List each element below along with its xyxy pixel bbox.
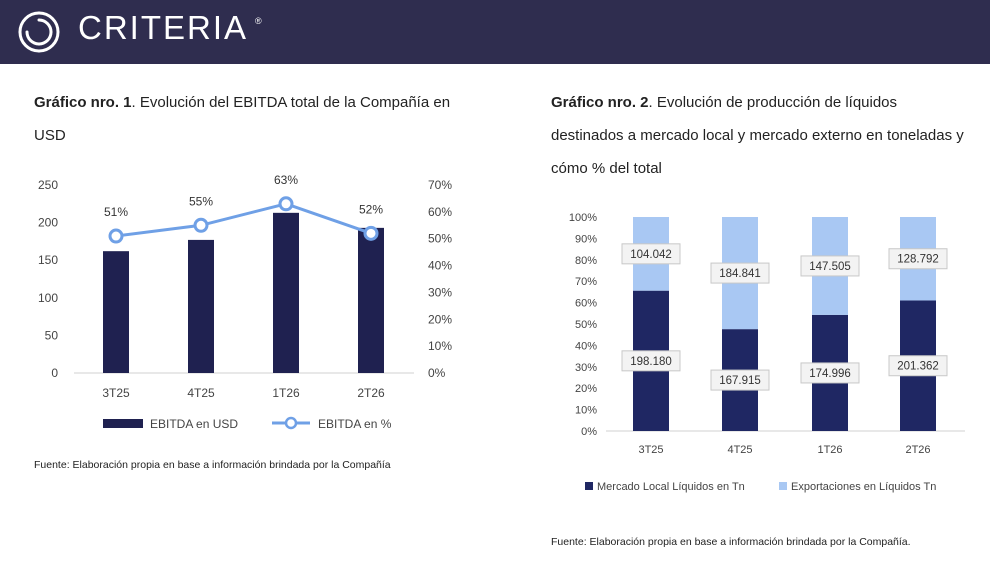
chart1-legend-swatch-bar (103, 419, 143, 428)
chart1-legend-marker (284, 416, 298, 430)
chart1-ytick-label: 250 (38, 178, 58, 192)
criteria-swirl-icon (18, 11, 60, 53)
chart1-y2tick-label: 40% (428, 259, 452, 273)
chart2-ytick-label: 60% (575, 298, 597, 310)
brand-trademark: ® (255, 16, 262, 26)
chart1-y2tick-label: 30% (428, 285, 452, 299)
chart2-data-label-export: 104.042 (630, 249, 672, 261)
chart1-line-point (363, 225, 379, 241)
chart2-legend-label: Exportaciones en Líquidos Tn (791, 481, 936, 493)
chart1-line-point (108, 228, 124, 244)
chart1-xtick-label: 2T26 (357, 386, 385, 400)
chart2-title-prefix: Gráfico nro. 2 (551, 94, 649, 111)
chart1-title-rest: . Evolución del EBITDA total de la Compa… (34, 94, 451, 144)
chart1-line-point (278, 196, 294, 212)
chart1-xtick-label: 3T25 (102, 386, 130, 400)
chart2-title-rest: . Evolución de producción de líquidos de… (551, 94, 964, 177)
chart2-data-label-export: 184.841 (719, 268, 761, 280)
chart2-ytick-label: 20% (575, 383, 597, 395)
chart2-ytick-label: 70% (575, 276, 597, 288)
chart2-ytick-label: 40% (575, 340, 597, 352)
chart2-data-label-export: 128.792 (897, 254, 939, 266)
chart1-bar (273, 212, 299, 373)
chart2-data-label-local: 198.180 (630, 356, 672, 368)
chart1-data-label: 55% (189, 194, 213, 208)
chart1-title: Gráfico nro. 1. Evolución del EBITDA tot… (34, 86, 474, 152)
ebitda-combo-chart: 0 50 100 150 200 250 0% 10% 20% 30% 40% 50% 60% 70% 51… (38, 173, 452, 431)
chart2-ytick-label: 90% (575, 233, 597, 245)
chart1-data-label: 63% (274, 173, 298, 187)
chart2-ytick-label: 10% (575, 405, 597, 417)
chart1-data-label: 51% (104, 205, 128, 219)
chart2-data-label-local-box (710, 369, 770, 391)
chart2-data-label-local-box (621, 350, 681, 372)
chart2-data-label-local: 201.362 (897, 361, 939, 373)
chart2-data-label-export-box (800, 255, 860, 277)
chart2-xtick-label: 2T26 (905, 444, 930, 456)
chart2-data-label-export-box (710, 262, 770, 284)
chart1-title-prefix: Gráfico nro. 1 (34, 94, 132, 111)
chart1-ytick-label: 100 (38, 291, 58, 305)
chart2-xtick-label: 1T26 (817, 444, 842, 456)
chart1-ytick-label: 150 (38, 253, 58, 267)
chart1-ytick-label: 0 (51, 366, 58, 380)
chart2-ytick-label: 0% (581, 426, 597, 438)
chart1-xtick-label: 4T25 (187, 386, 215, 400)
chart1-data-label: 52% (359, 202, 383, 216)
header-bar: CRITERIA ® (0, 0, 990, 64)
chart1-bar (358, 227, 384, 373)
chart2-data-label-export-box (621, 243, 681, 265)
chart2-source: Fuente: Elaboración propia en base a inf… (551, 536, 911, 548)
chart1-y2tick-label: 10% (428, 339, 452, 353)
chart2-ytick-label: 30% (575, 362, 597, 374)
chart2-ytick-label: 80% (575, 255, 597, 267)
chart1-line-point (193, 217, 209, 233)
brand-logo-text: CRITERIA (78, 9, 249, 46)
chart2-legend-label: Mercado Local Líquidos en Tn (597, 481, 745, 493)
chart1-line (115, 202, 372, 238)
chart1-y2tick-label: 20% (428, 312, 452, 326)
chart1-y2tick-label: 70% (428, 178, 452, 192)
chart1-y2tick-label: 60% (428, 205, 452, 219)
chart2-data-label-export: 147.505 (809, 261, 851, 273)
chart1-source: Fuente: Elaboración propia en base a inf… (34, 459, 391, 471)
chart1-legend-label: EBITDA en USD (150, 417, 238, 431)
chart1-ytick-label: 50 (45, 328, 59, 342)
chart2-data-label-export-box (888, 248, 948, 270)
chart1-bar (188, 239, 214, 373)
chart1-xtick-label: 1T26 (272, 386, 300, 400)
chart2-ytick-label: 50% (575, 319, 597, 331)
chart2-data-label-local-box (800, 362, 860, 384)
chart1-bar (103, 251, 129, 373)
chart1-y2tick-label: 0% (428, 366, 446, 380)
chart2-legend-swatch-export (779, 482, 787, 490)
chart1-y2tick-label: 50% (428, 232, 452, 246)
chart1-ytick-label: 200 (38, 216, 58, 230)
chart2-xtick-label: 3T25 (638, 444, 663, 456)
chart1-legend-label: EBITDA en % (318, 417, 392, 431)
chart2-xtick-label: 4T25 (727, 444, 752, 456)
chart2-title: Gráfico nro. 2. Evolución de producción … (551, 86, 971, 185)
chart2-data-label-local: 174.996 (809, 368, 851, 380)
chart2-data-label-local-box (888, 355, 948, 377)
chart2-data-label-local: 167.915 (719, 375, 761, 387)
chart2-ytick-label: 100% (569, 212, 597, 224)
chart2-legend-swatch-local (585, 482, 593, 490)
liquids-stacked-chart: 0% 10% 20% 30% 40% 50% 60% 70% 80% 90% 100% 104.042… (569, 212, 965, 493)
